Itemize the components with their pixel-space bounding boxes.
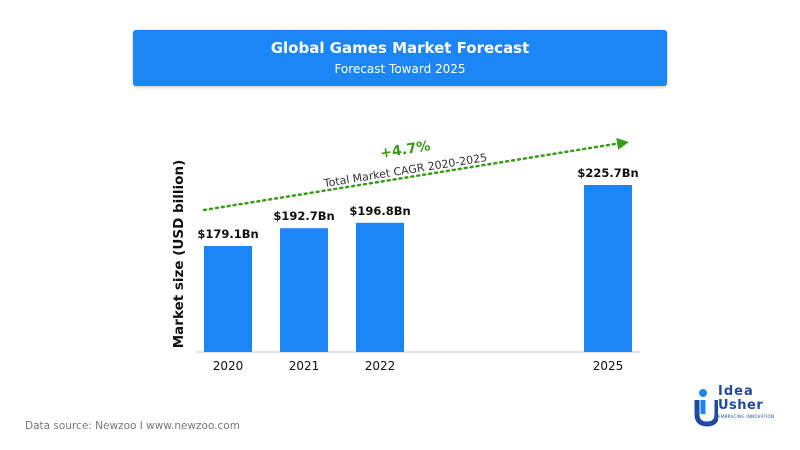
x-tick-2021: 2021 <box>289 359 320 373</box>
chart-subtitle: Forecast Toward 2025 <box>334 62 466 76</box>
logo-word-idea: Idea <box>718 384 754 399</box>
data-label-2021: $192.7Bn <box>273 209 334 223</box>
trend-arrow-line <box>202 142 617 212</box>
trend-arrowhead-icon <box>616 137 629 150</box>
chart-title: Global Games Market Forecast <box>270 39 530 57</box>
bar-2022 <box>356 222 404 352</box>
title-banner: Global Games Market Forecast Forecast To… <box>133 30 667 86</box>
brand-logo: Idea Usher EMBRACING INNOVATION <box>692 384 782 430</box>
data-source-note: Data source: Newzoo I www.newzoo.com <box>25 420 240 432</box>
x-tick-2025: 2025 <box>593 359 624 373</box>
bar-2020 <box>204 246 252 352</box>
cagr-value: +4.7% <box>379 138 431 162</box>
logo-word-usher: Usher <box>718 398 764 413</box>
bar-2021 <box>280 228 328 352</box>
y-axis-label: Market size (USD billion) <box>171 160 187 349</box>
data-label-2025: $225.7Bn <box>577 166 638 180</box>
x-tick-2022: 2022 <box>365 359 396 373</box>
data-label-2020: $179.1Bn <box>197 227 258 241</box>
x-tick-2020: 2020 <box>213 359 244 373</box>
bar-2025 <box>584 185 632 352</box>
logo-tagline: EMBRACING INNOVATION <box>718 414 775 419</box>
logo-mark-icon <box>694 389 718 427</box>
data-label-2022: $196.8Bn <box>349 204 410 218</box>
